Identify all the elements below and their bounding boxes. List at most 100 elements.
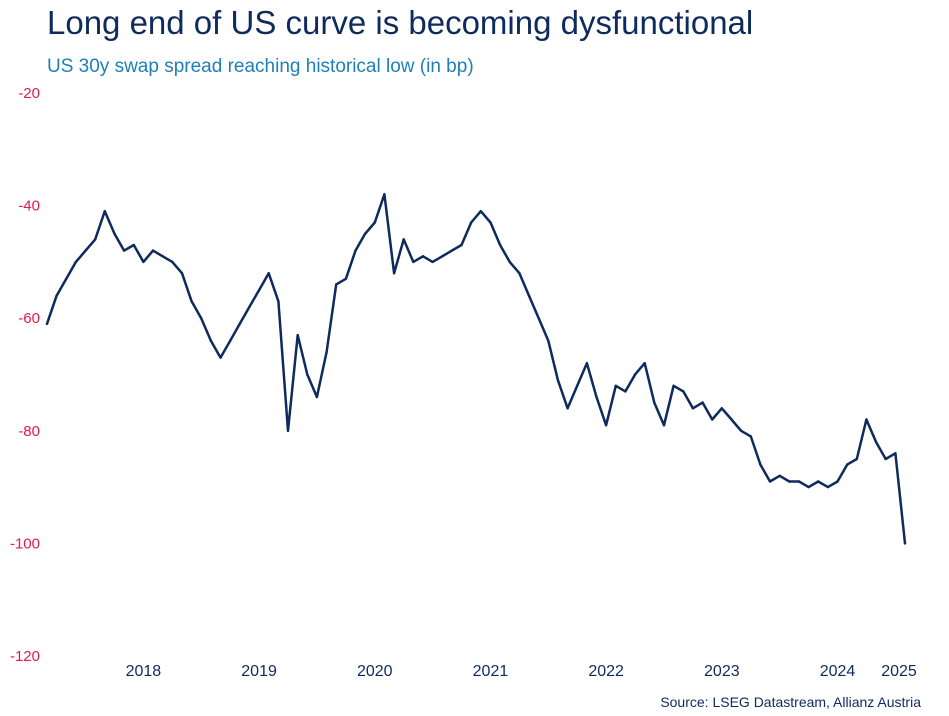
y-tick-label: -120 <box>10 648 40 665</box>
data-point <box>113 232 116 235</box>
data-point <box>643 362 646 365</box>
data-point <box>759 463 762 466</box>
data-point <box>392 272 396 275</box>
data-point <box>807 485 810 489</box>
data-point <box>441 255 444 258</box>
data-point <box>903 542 907 545</box>
y-tick-label: -40 <box>18 198 40 215</box>
data-point <box>248 305 251 309</box>
data-point <box>335 283 338 286</box>
data-point <box>865 418 868 421</box>
x-axis-ticks: 2018 2019 2020 2021 2022 2023 2024 2025 <box>126 663 917 680</box>
data-point <box>45 322 49 325</box>
x-tick-label: 2022 <box>588 663 624 680</box>
data-point <box>884 457 887 461</box>
x-tick-label: 2021 <box>473 663 509 680</box>
x-tick-label: 2020 <box>357 663 393 680</box>
data-point <box>894 452 897 455</box>
x-tick-label: 2025 <box>881 663 917 680</box>
x-tick-label: 2024 <box>820 663 856 680</box>
data-point <box>132 243 135 247</box>
data-point <box>219 356 222 359</box>
data-point <box>817 480 820 483</box>
data-point <box>306 373 309 376</box>
data-point <box>614 384 617 387</box>
data-point <box>595 395 598 399</box>
data-point <box>180 272 184 275</box>
data-point <box>151 249 155 252</box>
data-point <box>874 440 878 444</box>
data-point <box>624 390 627 393</box>
data-point <box>344 277 348 280</box>
data-point <box>315 395 319 399</box>
data-point <box>325 350 328 354</box>
data-point <box>450 249 454 252</box>
data-point <box>65 277 68 280</box>
series-layer <box>45 193 907 545</box>
data-point <box>209 339 213 342</box>
x-tick-label: 2023 <box>704 663 740 680</box>
data-point <box>84 249 87 252</box>
data-point <box>470 221 473 224</box>
data-point <box>585 362 589 365</box>
y-tick-label: -20 <box>18 85 40 102</box>
x-tick-label: 2019 <box>241 663 277 680</box>
data-point <box>701 401 704 404</box>
data-point <box>238 322 241 325</box>
data-point <box>190 300 193 303</box>
y-tick-label: -100 <box>10 535 40 552</box>
data-point <box>662 424 666 427</box>
series-line <box>45 193 907 545</box>
data-point <box>566 407 569 410</box>
data-point <box>383 193 386 196</box>
data-point <box>74 260 78 264</box>
data-point <box>421 255 425 258</box>
data-point <box>682 390 685 393</box>
data-point <box>711 418 714 421</box>
data-point <box>479 210 482 213</box>
data-point <box>518 272 521 275</box>
data-point <box>200 317 203 320</box>
data-point <box>171 260 174 264</box>
data-point <box>286 429 290 432</box>
data-point <box>556 378 560 382</box>
data-point <box>836 480 839 483</box>
data-point <box>161 255 164 258</box>
data-point <box>653 401 656 404</box>
data-point <box>122 249 126 252</box>
data-point <box>826 485 830 489</box>
data-point <box>527 294 531 297</box>
data-point <box>537 317 540 320</box>
data-point <box>730 418 733 421</box>
data-point <box>296 333 299 337</box>
y-tick-label: -80 <box>18 423 40 440</box>
chart-title: Long end of US curve is becoming dysfunc… <box>47 4 754 41</box>
data-point <box>604 424 608 427</box>
data-point <box>797 480 801 483</box>
data-point <box>508 260 511 264</box>
data-point <box>354 249 357 252</box>
data-point <box>489 221 492 224</box>
data-point <box>229 339 232 342</box>
data-point <box>691 407 695 410</box>
data-point <box>778 474 781 477</box>
data-point <box>749 435 752 438</box>
source-note: Source: LSEG Datastream, Allianz Austria <box>660 694 921 710</box>
data-point <box>431 260 434 264</box>
data-point <box>739 429 743 432</box>
data-point <box>720 407 723 410</box>
data-point <box>373 221 376 224</box>
data-point <box>788 480 791 483</box>
chart-subtitle: US 30y swap spread reaching historical l… <box>47 56 474 77</box>
data-point <box>402 238 405 241</box>
data-point <box>576 384 579 387</box>
data-point <box>498 243 502 247</box>
data-point <box>55 294 58 297</box>
data-point <box>142 260 145 264</box>
data-point <box>547 339 550 342</box>
data-point <box>94 238 97 241</box>
data-point <box>672 384 675 387</box>
data-point <box>460 243 463 247</box>
data-point <box>363 232 367 235</box>
